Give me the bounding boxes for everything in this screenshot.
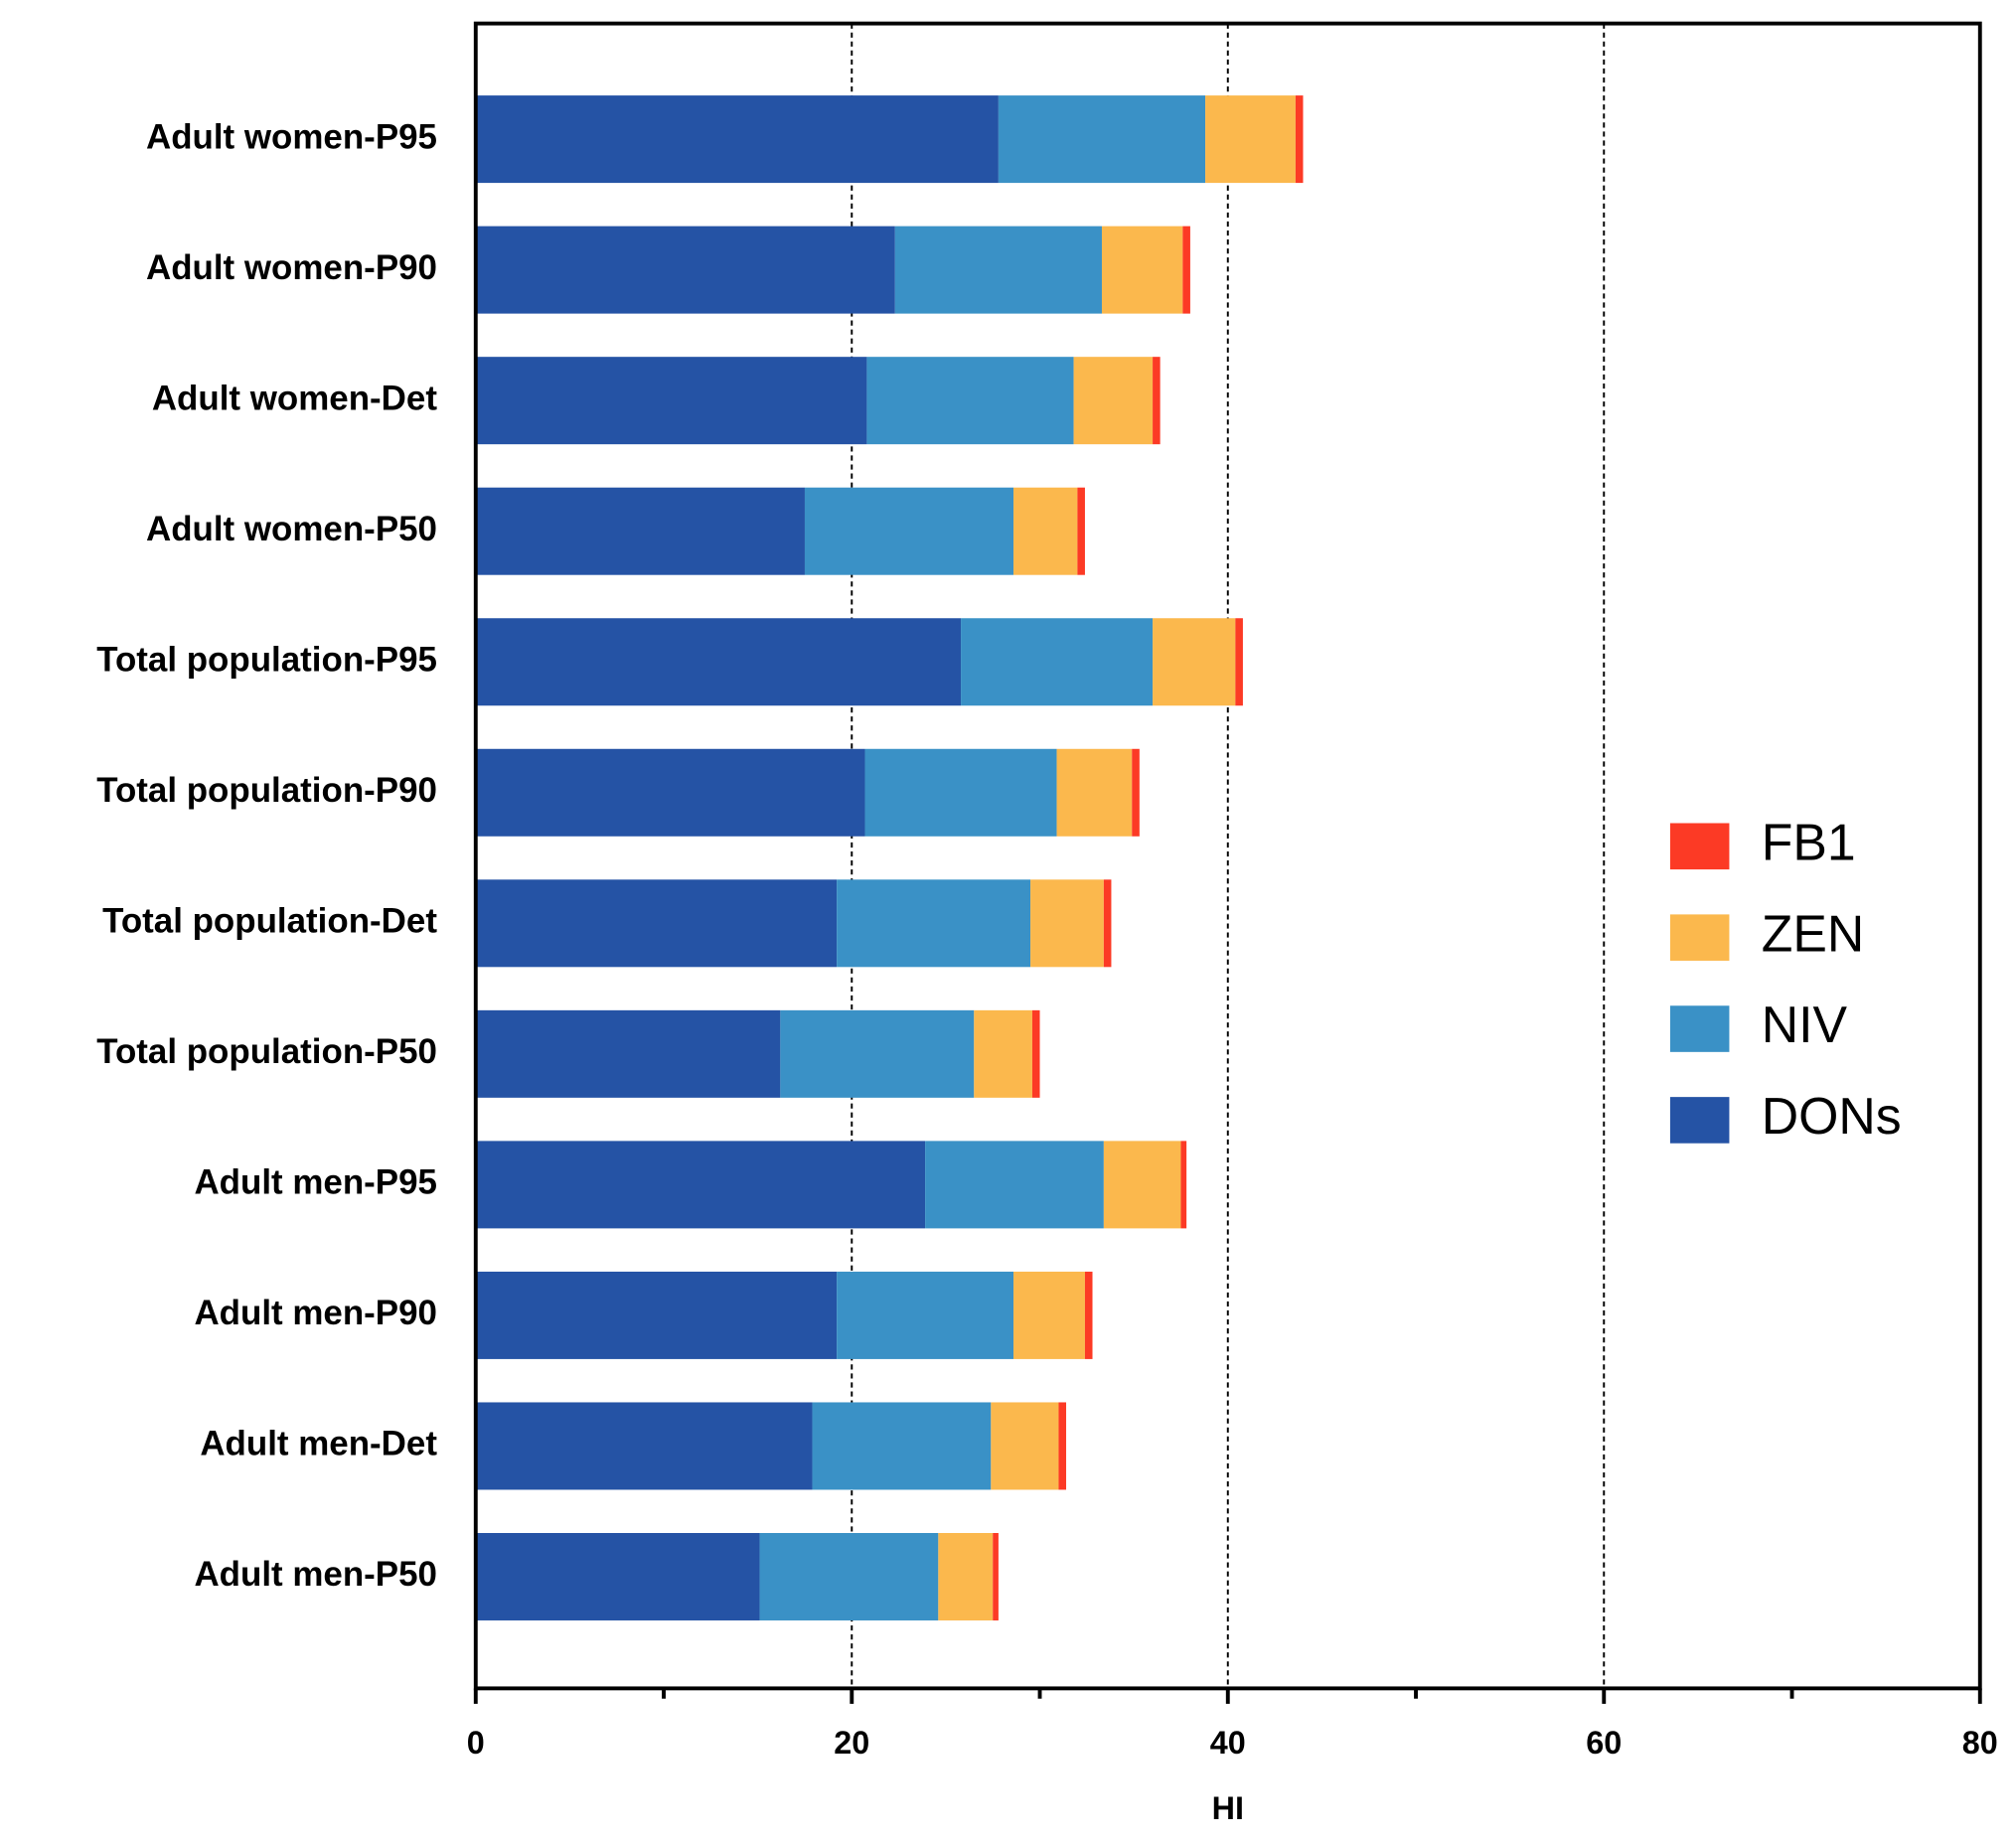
bar-segment	[1235, 618, 1243, 706]
bar-segment	[1182, 226, 1190, 314]
bar-segment	[475, 1141, 926, 1229]
bar-segment	[991, 1402, 1059, 1490]
bar-segment	[961, 618, 1154, 706]
bar-segment	[1013, 487, 1078, 575]
bar-segment	[1101, 226, 1183, 314]
y-tick-label: Adult men-P50	[194, 1555, 437, 1594]
bar-segment	[1153, 618, 1236, 706]
bar-segment	[1103, 1141, 1181, 1229]
bar-segment	[894, 226, 1102, 314]
legend-swatch	[1669, 914, 1730, 961]
bar-segment	[974, 1009, 1032, 1098]
bar-segment	[475, 487, 805, 575]
bar-segment	[475, 618, 962, 706]
x-tick-label: 20	[834, 1725, 869, 1761]
bar-segment	[475, 748, 865, 837]
bar-segment	[780, 1009, 975, 1098]
bar-segment	[475, 879, 838, 968]
bar-segment	[1031, 1009, 1040, 1098]
bar-segment	[1013, 1271, 1085, 1359]
bar-segment	[759, 1532, 939, 1620]
x-tick-label: 80	[1962, 1725, 1998, 1761]
y-tick-label: Adult women-P95	[146, 117, 437, 156]
y-tick-label: Adult women-P90	[146, 248, 437, 287]
y-tick-label: Adult men-P90	[194, 1294, 437, 1332]
bar-segment	[925, 1141, 1104, 1229]
bar-segment	[837, 879, 1031, 968]
bar-segment	[1153, 357, 1161, 445]
y-tick-label: Total population-Det	[102, 902, 437, 941]
bar-segment	[993, 1532, 999, 1620]
bar-segment	[475, 95, 999, 184]
bar-segment	[475, 1009, 781, 1098]
legend-swatch	[1669, 823, 1730, 870]
bar-segment	[1058, 1402, 1067, 1490]
legend-swatch	[1669, 1097, 1730, 1144]
bar-segment	[837, 1271, 1014, 1359]
bar-segment	[1180, 1141, 1187, 1229]
x-axis-title: HI	[1212, 1790, 1244, 1826]
bar-segment	[475, 357, 867, 445]
bar-segment	[475, 1532, 760, 1620]
y-tick-label: Total population-P95	[96, 640, 437, 679]
bar-segment	[475, 226, 895, 314]
legend-label: DONs	[1762, 1087, 1902, 1145]
plot-frame	[473, 21, 1982, 1691]
bar-segment	[1077, 487, 1085, 575]
y-tick-label: Total population-P50	[96, 1032, 437, 1071]
bar-segment	[475, 1271, 838, 1359]
bar-segment	[1295, 95, 1304, 184]
x-tick-label: 0	[467, 1725, 485, 1761]
bar-segment	[812, 1402, 992, 1490]
y-tick-label: Adult women-P50	[146, 510, 437, 548]
legend-label: FB1	[1762, 813, 1856, 870]
y-tick-label: Total population-P90	[96, 771, 437, 810]
legend-swatch	[1669, 1005, 1730, 1052]
bar-segment	[1073, 357, 1154, 445]
bar-segment	[1084, 1271, 1093, 1359]
bar-segment	[1103, 879, 1112, 968]
y-tick-label: Adult men-Det	[200, 1425, 437, 1463]
y-tick-label: Adult men-P95	[194, 1163, 437, 1202]
bar-segment	[1030, 879, 1104, 968]
x-tick-label: 60	[1586, 1725, 1622, 1761]
bar-segment	[475, 1402, 813, 1490]
legend-label: ZEN	[1762, 904, 1865, 962]
bar-segment	[1205, 95, 1296, 184]
bar-segment	[804, 487, 1014, 575]
bar-segment	[864, 748, 1057, 837]
bar-segment	[1056, 748, 1133, 837]
x-tick-label: 40	[1210, 1725, 1246, 1761]
bar-segment	[938, 1532, 994, 1620]
bar-segment	[1132, 748, 1140, 837]
legend-label: NIV	[1762, 996, 1848, 1053]
y-tick-label: Adult women-Det	[152, 379, 437, 417]
bar-segment	[998, 95, 1206, 184]
bar-segment	[866, 357, 1074, 445]
